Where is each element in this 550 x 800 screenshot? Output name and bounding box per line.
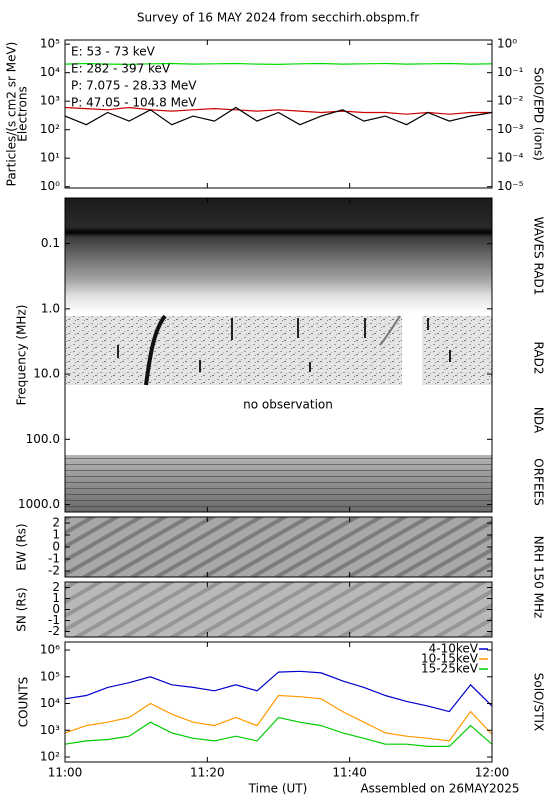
y-tick-label: 1 bbox=[52, 591, 60, 605]
y-tick-label: 10⁵ bbox=[40, 37, 60, 51]
series-line bbox=[64, 106, 493, 126]
y-axis-label: SN (Rs) bbox=[15, 587, 29, 631]
y-tick-label: -1 bbox=[48, 613, 60, 627]
y-tick-label: 10⁴ bbox=[40, 65, 60, 79]
panel-frame bbox=[64, 641, 493, 763]
legend-label: E: 282 - 397 keV bbox=[71, 62, 171, 76]
series-line bbox=[64, 62, 493, 66]
y-axis-label: Particles/(s cm2 sr MeV) bbox=[5, 42, 19, 187]
y-axis-label: Electrons bbox=[16, 86, 30, 141]
legend-label: P: 47.05 - 104.8 MeV bbox=[71, 96, 197, 110]
legend-label: E: 53 - 73 keV bbox=[71, 45, 156, 59]
y-tick-label: 10⁵ bbox=[40, 669, 60, 683]
y-tick-label: 1.0 bbox=[41, 301, 60, 315]
x-tick-label: 11:00 bbox=[48, 766, 83, 780]
y-tick-label: 10³ bbox=[40, 723, 60, 737]
y-tick-label: 10⁻² bbox=[497, 94, 524, 108]
x-tick-label: 12:00 bbox=[475, 766, 510, 780]
y-tick-label: 10⁶ bbox=[40, 643, 60, 657]
y-tick-label: 10⁻⁴ bbox=[497, 151, 524, 165]
panel-frame bbox=[64, 197, 493, 513]
right-label: SolO/EPD (ions) bbox=[532, 67, 546, 161]
right-label: RAD2 bbox=[532, 342, 546, 375]
y-axis-label: EW (Rs) bbox=[15, 523, 29, 570]
right-label: NDA bbox=[532, 407, 546, 434]
y-tick-label: 2 bbox=[52, 580, 60, 594]
y-tick-label: 2 bbox=[52, 516, 60, 530]
series-line bbox=[64, 106, 492, 115]
spectrogram-image bbox=[65, 198, 492, 637]
chart-title: Survey of 16 MAY 2024 from secchirh.obsp… bbox=[137, 11, 419, 25]
series-line bbox=[64, 694, 493, 742]
y-tick-label: 0 bbox=[52, 602, 60, 616]
legend-label: 10-15keV bbox=[421, 652, 479, 666]
y-tick-label: 10.0 bbox=[33, 367, 60, 381]
right-label: SolO/STIX bbox=[532, 673, 546, 732]
y-tick-label: 10⁻¹ bbox=[497, 65, 524, 79]
series-line bbox=[64, 716, 493, 747]
y-tick-label: -2 bbox=[48, 624, 60, 638]
y-tick-label: 1000.0 bbox=[18, 497, 60, 511]
y-tick-label: 0 bbox=[52, 540, 60, 554]
y-tick-label: 100.0 bbox=[26, 432, 60, 446]
y-tick-label: 0.1 bbox=[41, 236, 60, 250]
y-tick-label: 10⁰ bbox=[40, 179, 60, 193]
annotation: Assembled on 26MAY2025 bbox=[360, 782, 519, 796]
panel-frame bbox=[64, 581, 493, 638]
annotation: no observation bbox=[243, 398, 333, 412]
y-tick-label: 10² bbox=[40, 122, 60, 136]
panel-frame bbox=[64, 39, 493, 189]
y-axis-label: COUNTS bbox=[17, 677, 31, 728]
right-label: NRH 150 MHz bbox=[532, 536, 546, 619]
y-tick-label: -1 bbox=[48, 552, 60, 566]
legend-label: 15-25keV bbox=[421, 662, 479, 676]
y-tick-label: 10⁻⁵ bbox=[497, 179, 524, 193]
y-axis-label: Frequency (MHz) bbox=[15, 305, 29, 406]
y-tick-label: 10³ bbox=[40, 94, 60, 108]
y-tick-label: 10⁴ bbox=[40, 696, 60, 710]
y-tick-label: 10⁰ bbox=[497, 37, 517, 51]
y-tick-label: 1 bbox=[52, 528, 60, 542]
right-label: ORFEES bbox=[532, 458, 546, 505]
x-tick-label: 11:40 bbox=[332, 766, 367, 780]
y-tick-label: 10¹ bbox=[40, 151, 60, 165]
x-axis-label: Time (UT) bbox=[248, 782, 308, 796]
x-tick-label: 11:20 bbox=[190, 766, 225, 780]
y-tick-label: 10⁻³ bbox=[497, 122, 524, 136]
right-label: WAVES RAD1 bbox=[532, 217, 546, 296]
legend-label: P: 7.075 - 28.33 MeV bbox=[71, 79, 197, 93]
series-line bbox=[64, 670, 493, 713]
legend-label: 4-10keV bbox=[429, 642, 479, 656]
y-tick-label: -2 bbox=[48, 564, 60, 578]
panel-frame bbox=[64, 516, 493, 578]
y-tick-label: 10² bbox=[40, 749, 60, 763]
